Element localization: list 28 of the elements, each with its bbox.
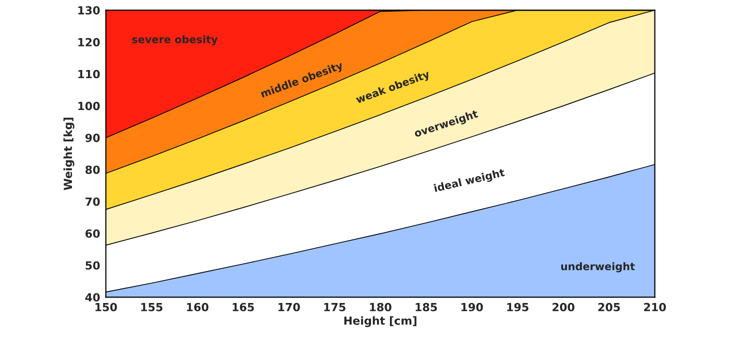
series-label: severe obesity — [132, 35, 218, 46]
series-label: underweight — [561, 262, 635, 272]
y-tick-label: 60 — [86, 229, 100, 238]
y-tick-label: 100 — [78, 102, 100, 110]
y-axis-title: Weight [kg] — [63, 118, 74, 190]
x-tick-label: 185 — [416, 302, 437, 312]
y-tick-label: 90 — [85, 134, 100, 142]
x-tick-label: 165 — [232, 302, 254, 312]
x-tick-label: 180 — [370, 302, 392, 312]
x-tick-label: 210 — [644, 302, 666, 312]
y-tick-label: 110 — [78, 70, 100, 78]
x-tick-label: 155 — [141, 303, 162, 312]
y-tick-label: 80 — [86, 166, 100, 174]
x-tick-label: 200 — [552, 302, 574, 312]
x-tick-label: 150 — [96, 302, 117, 312]
x-tick-label: 195 — [507, 302, 528, 312]
series-label: ideal weight — [434, 168, 506, 194]
x-axis-title: Height [cm] — [344, 316, 416, 328]
y-tick-label: 50 — [86, 261, 100, 270]
y-tick-label: 70 — [86, 197, 100, 206]
y-tick-label: 130 — [78, 6, 100, 15]
x-tick-label: 205 — [598, 302, 620, 312]
x-tick-label: 190 — [461, 302, 483, 312]
x-tick-label: 175 — [324, 303, 346, 312]
x-tick-label: 160 — [187, 302, 208, 312]
x-tick-label: 170 — [278, 302, 300, 312]
y-tick-label: 120 — [78, 38, 100, 46]
y-tick-label: 40 — [85, 293, 100, 302]
